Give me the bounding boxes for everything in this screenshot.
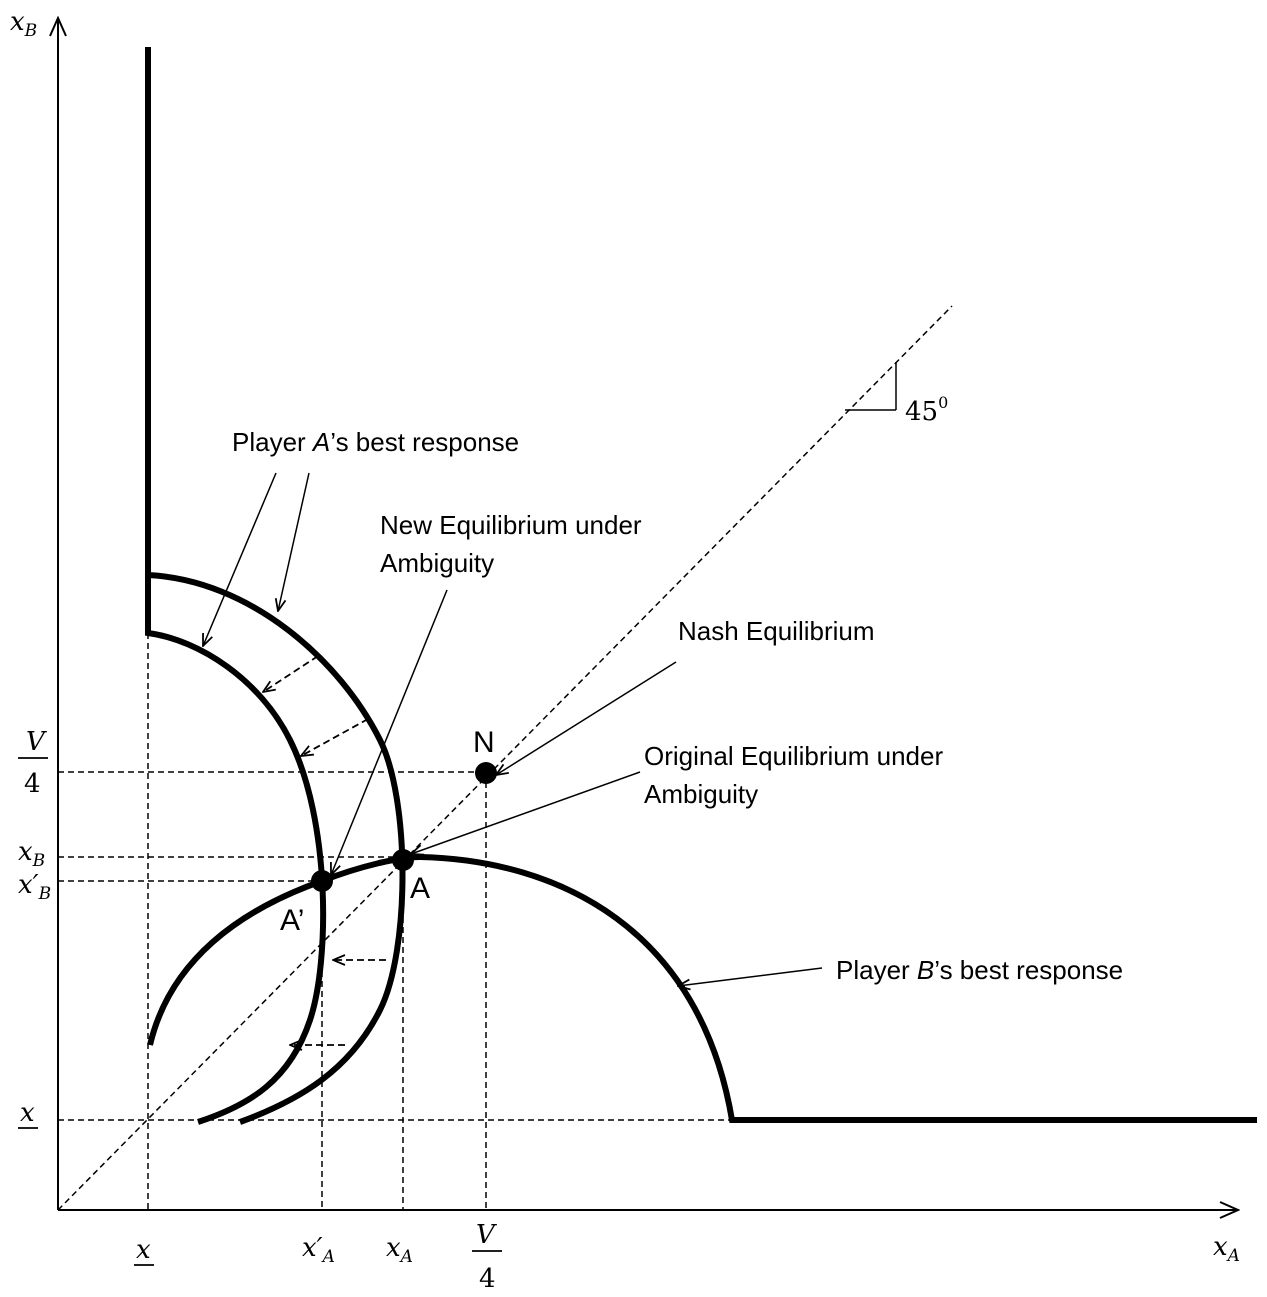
point-label-a: A	[410, 872, 430, 905]
x-tick-v-over-4: V 4	[472, 1220, 502, 1294]
svg-text:V: V	[26, 727, 47, 757]
svg-text:4: 4	[479, 1264, 496, 1294]
x-axis-label: xA	[1213, 1232, 1240, 1266]
point-label-a-prime: A’	[280, 904, 304, 937]
new-equilibrium-annotation-line1: New Equilibrium under	[380, 510, 642, 540]
player-b-annotation: Player B’s best response	[836, 955, 1123, 985]
player-a-best-response-new	[145, 575, 327, 1125]
y-tick-xb-prime: x′B	[18, 870, 51, 904]
y-tick-xb: xB	[18, 837, 45, 871]
player-a-best-response-original	[145, 47, 406, 1125]
x-tick-x-low: x	[134, 1235, 154, 1266]
nash-equilibrium-point	[475, 762, 497, 784]
annotation-arrows	[203, 472, 823, 986]
nash-annotation: Nash Equilibrium	[678, 616, 875, 646]
player-a-annotation: Player A’s best response	[232, 427, 519, 457]
x-tick-xa-prime: x′A	[302, 1233, 335, 1267]
svg-text:x: x	[20, 1098, 35, 1128]
angle-label: 450	[905, 393, 948, 427]
svg-text:V: V	[476, 1220, 497, 1250]
new-equilibrium-annotation-line2: Ambiguity	[380, 548, 494, 578]
y-tick-x-low: x	[18, 1098, 38, 1129]
original-equilibrium-annotation-line1: Original Equilibrium under	[644, 741, 943, 771]
shift-arrows	[263, 655, 386, 1045]
y-tick-v-over-4: V 4	[18, 727, 48, 799]
x-tick-xa: xA	[386, 1233, 413, 1267]
diagonal-45-line	[57, 305, 953, 1211]
original-equilibrium-point	[392, 849, 414, 871]
new-equilibrium-point	[311, 870, 333, 892]
original-equilibrium-annotation-line2: Ambiguity	[644, 779, 758, 809]
point-label-n: N	[473, 726, 495, 759]
svg-text:x: x	[136, 1235, 151, 1265]
angle-marker	[845, 362, 897, 411]
y-axis-label: xB	[10, 7, 37, 41]
svg-text:4: 4	[24, 769, 41, 799]
